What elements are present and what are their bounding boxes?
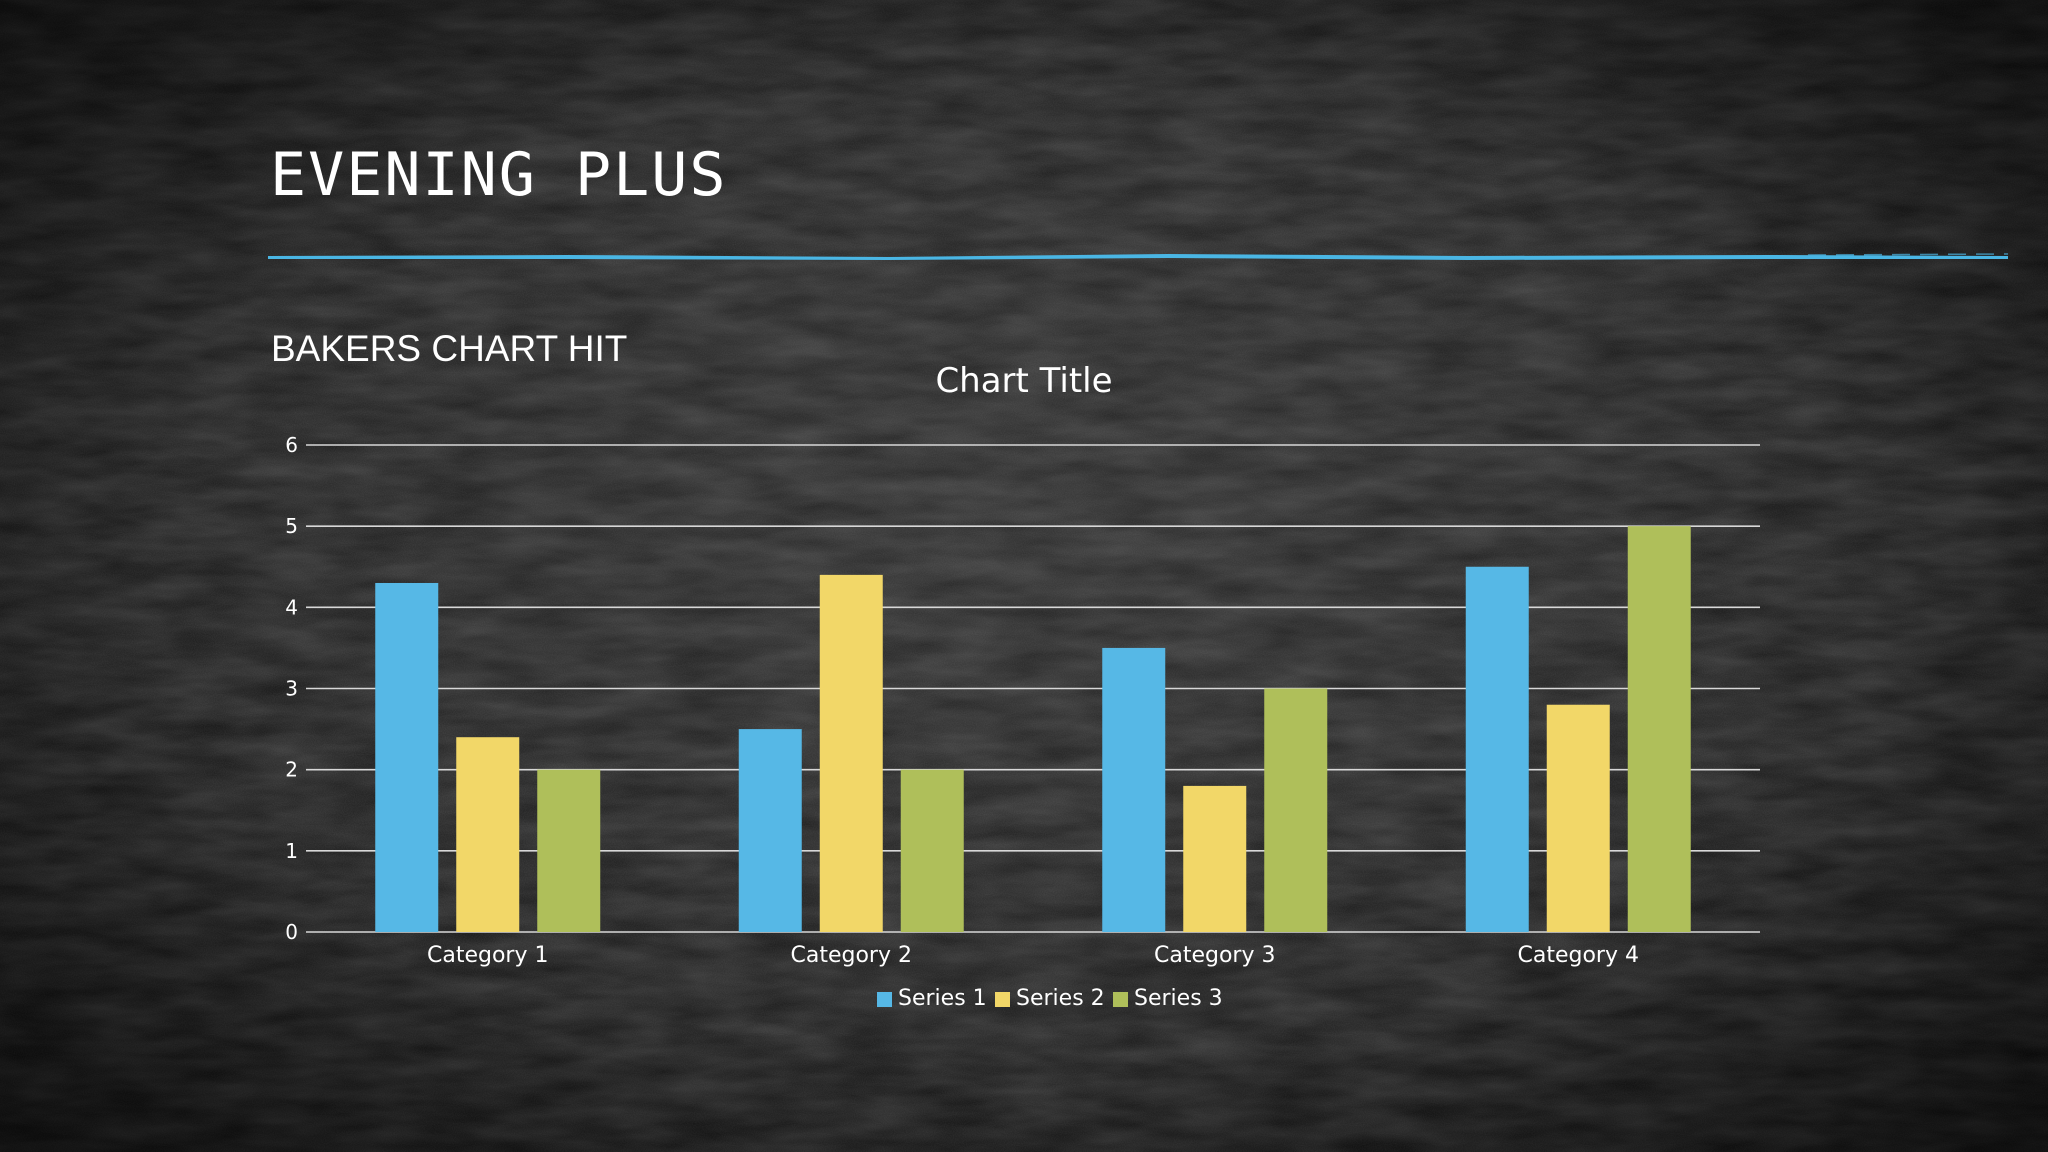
legend-swatch: [1113, 992, 1128, 1007]
y-tick-label: 2: [285, 758, 298, 782]
bar-series-2-category-2: [819, 574, 883, 932]
y-tick-label: 5: [285, 514, 298, 538]
bar-series-3-category-2: [900, 769, 964, 932]
chart-title: Chart Title: [935, 361, 1112, 401]
legend: Series 1 Series 2 Series 3: [877, 986, 1223, 1011]
y-tick-label: 0: [285, 920, 298, 944]
legend-label: Series 2: [1016, 986, 1105, 1011]
y-tick-label: 4: [285, 595, 298, 619]
axis-labels: 0 1 2 3 4 5 6 Category 1 Category 2 Category 3 Cat…: [285, 433, 1639, 968]
bar-series-3-category-4: [1627, 526, 1691, 932]
legend-swatch: [877, 992, 892, 1007]
y-tick-label: 1: [285, 839, 298, 863]
bar-series-1-category-4: [1465, 566, 1529, 932]
title-underline: [268, 253, 2008, 260]
bar-series-1-category-2: [738, 729, 802, 932]
x-category-label: Category 2: [791, 943, 912, 968]
bar-series-1-category-1: [375, 582, 439, 932]
slide-title: EVENING PLUS: [270, 140, 728, 210]
bar-series-3-category-1: [537, 769, 601, 932]
y-tick-label: 3: [285, 677, 298, 701]
slide-subtitle: BAKERS CHART HIT: [271, 328, 628, 369]
bars: [375, 526, 1691, 932]
legend-label: Series 1: [898, 986, 987, 1011]
legend-label: Series 3: [1134, 986, 1223, 1011]
bar-series-2-category-3: [1183, 785, 1247, 932]
x-category-label: Category 4: [1518, 943, 1639, 968]
bar-series-1-category-3: [1102, 647, 1166, 932]
legend-swatch: [995, 992, 1010, 1007]
bar-series-3-category-3: [1264, 688, 1328, 932]
bar-series-2-category-4: [1546, 704, 1610, 932]
y-tick-label: 6: [285, 433, 298, 457]
x-category-label: Category 1: [427, 943, 548, 968]
gridlines: [306, 444, 1760, 933]
bar-series-2-category-1: [456, 737, 520, 932]
x-category-label: Category 3: [1154, 943, 1275, 968]
